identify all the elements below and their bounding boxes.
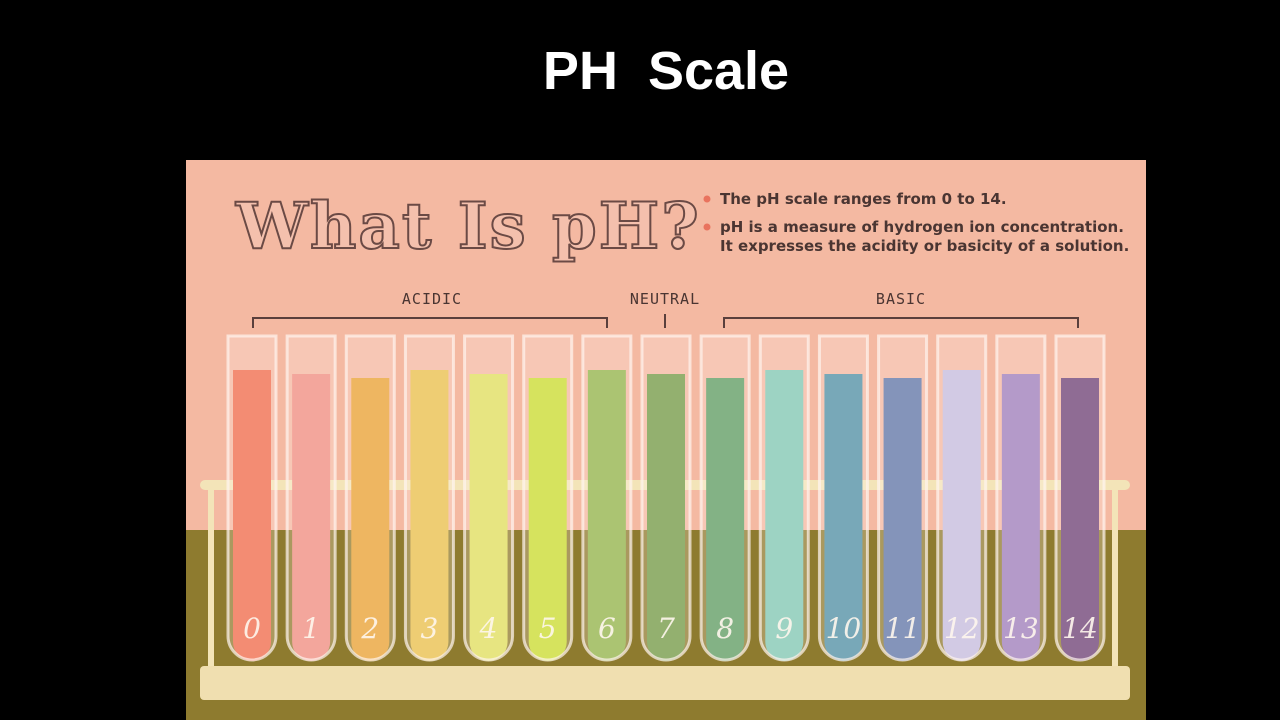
tube-number: 9 <box>775 612 793 645</box>
brackets <box>252 314 1079 328</box>
bullet-dot <box>703 195 711 203</box>
tube-liquid <box>528 378 567 661</box>
tube-number: 14 <box>1062 612 1098 645</box>
tube-glass <box>522 334 574 662</box>
bullet-text: It expresses the acidity or basicity of … <box>720 237 1129 255</box>
tube-glass <box>285 334 337 662</box>
tube-liquid <box>587 370 626 661</box>
group-label: BASIC <box>876 290 926 308</box>
group-label: ACIDIC <box>402 290 462 308</box>
tube-glass <box>463 334 515 662</box>
tube-glass <box>1054 334 1106 662</box>
tube-number: 6 <box>598 612 616 645</box>
tube-liquid <box>351 378 390 661</box>
tube-liquid <box>647 374 685 661</box>
tube-number: 4 <box>479 612 498 645</box>
tube-number: 5 <box>539 612 557 645</box>
tube-liquid <box>942 370 981 661</box>
tube-glass <box>344 334 396 662</box>
illustration: What Is pH? 0 1 2 3 4 5 6 7 8 9 10 11 12 13 14 The pH … <box>186 160 1146 720</box>
tube-number: 10 <box>826 612 862 645</box>
tube-liquid <box>410 370 449 661</box>
rack-post <box>208 485 214 670</box>
tube-liquid <box>706 378 745 661</box>
bullet-dot <box>703 223 711 231</box>
tube-glass <box>758 334 810 662</box>
tube-liquid <box>765 370 804 661</box>
tube-liquid <box>1061 378 1099 661</box>
tube-number: 1 <box>302 612 320 645</box>
illustration-title: What Is pH? <box>235 189 701 264</box>
tube-glass <box>817 334 869 662</box>
rack-base <box>200 666 1130 700</box>
tube-glass <box>699 334 751 662</box>
tube-number: 12 <box>944 612 980 645</box>
tubes: 0 1 2 3 4 5 6 7 8 9 10 11 12 13 14 <box>226 334 1106 662</box>
tube-liquid <box>824 374 863 661</box>
tube-liquid <box>1001 374 1040 661</box>
rack-post <box>1112 485 1118 670</box>
tube-number: 7 <box>657 612 675 645</box>
tube-glass <box>226 334 278 662</box>
tube-glass <box>403 334 455 662</box>
tube-glass <box>581 334 633 662</box>
bullet-text: pH is a measure of hydrogen ion concentr… <box>720 218 1124 236</box>
tube-glass <box>995 334 1047 662</box>
tube-number: 13 <box>1003 612 1039 645</box>
tube-liquid <box>469 374 508 661</box>
tube-number: 3 <box>421 612 439 645</box>
tube-number: 11 <box>885 612 921 645</box>
tube-liquid <box>883 378 922 661</box>
tube-number: 2 <box>360 612 379 645</box>
tube-liquid <box>233 370 271 661</box>
slide-title: PH Scale <box>542 41 790 101</box>
tube-number: 8 <box>716 612 734 645</box>
bullet-text: The pH scale ranges from 0 to 14. <box>720 190 1007 208</box>
group-label: NEUTRAL <box>630 290 700 308</box>
tube-number: 0 <box>243 612 261 645</box>
tube-glass <box>640 334 692 662</box>
tube-liquid <box>292 374 331 661</box>
tube-glass <box>877 334 929 662</box>
tube-glass <box>936 334 988 662</box>
